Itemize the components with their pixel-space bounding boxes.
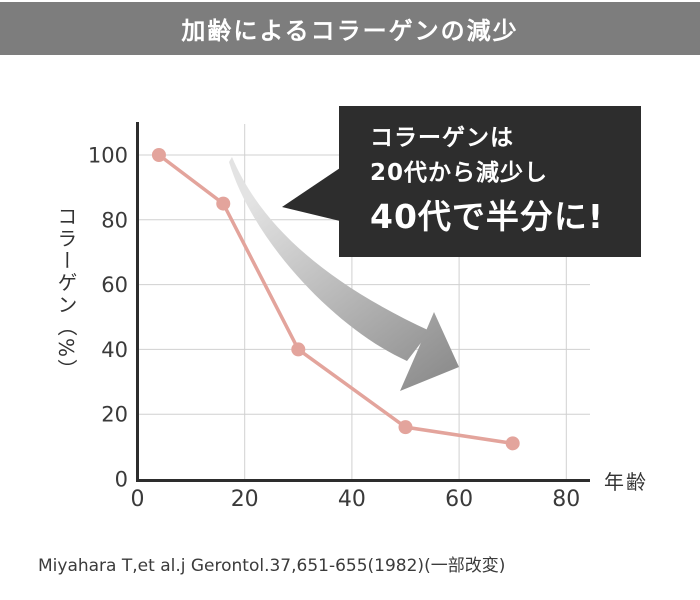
x-tick-label: 80 [552,487,580,512]
swoosh-arrowhead [400,312,459,391]
data-point [398,420,413,435]
x-tick-label: 0 [131,487,145,512]
data-point [216,196,231,211]
y-tick-label: 20 [101,403,128,427]
swoosh-body [229,157,430,361]
x-tick-label: 60 [445,487,473,512]
y-tick-label: 0 [115,468,128,492]
y-tick-label: 80 [101,208,128,232]
x-tick-label: 20 [231,487,259,512]
y-tick-label: 60 [101,273,128,297]
data-point [291,342,306,357]
source-citation: Miyahara T,et al.j Gerontol.37,651-655(1… [38,556,506,576]
callout-bubble: コラーゲンは 20代から減少し 40代で半分に! [339,106,641,257]
x-axis-title: 年齢 [604,470,648,494]
callout-line-1: コラーゲンは [370,125,514,151]
y-tick-label: 100 [88,144,128,168]
decline-swoosh-arrow-icon [229,157,459,391]
data-point [151,148,166,162]
x-tick-label: 40 [338,487,366,512]
y-tick-label: 40 [101,338,128,362]
callout-tail [282,168,340,221]
y-axis-title: コラーゲン（%） [54,206,78,382]
data-point [505,436,520,451]
callout-line-2: 20代から減少し [370,160,549,186]
page-title: 加齢によるコラーゲンの減少 [181,17,519,45]
title-banner: 加齢によるコラーゲンの減少 [0,2,700,55]
callout-line-3: 40代で半分に! [370,197,604,236]
